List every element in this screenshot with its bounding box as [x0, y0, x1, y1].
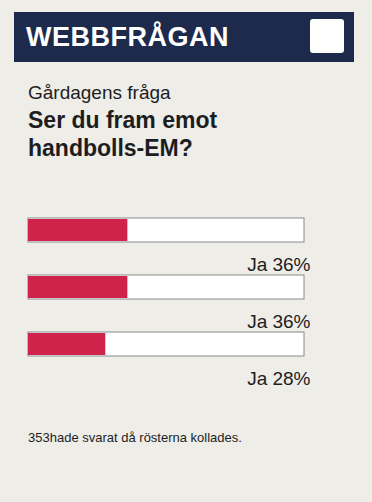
- svg-text:Ja 36%: Ja 36%: [247, 254, 310, 275]
- svg-text:Ja 36%: Ja 36%: [247, 311, 310, 332]
- html-text:353hade svarat då rösterna kol: 353hade svarat då rösterna kollades.: [28, 430, 242, 445]
- html-text:WEBBFRÅGAN: WEBBFRÅGAN: [26, 22, 229, 52]
- html-text:Gårdagens fråga: Gårdagens fråga: [28, 82, 171, 103]
- svg-text:Ja 28%: Ja 28%: [247, 368, 310, 389]
- html-text:Ser du fram emot handbolls-EM?: Ser du fram emot handbolls-EM?: [28, 107, 218, 161]
